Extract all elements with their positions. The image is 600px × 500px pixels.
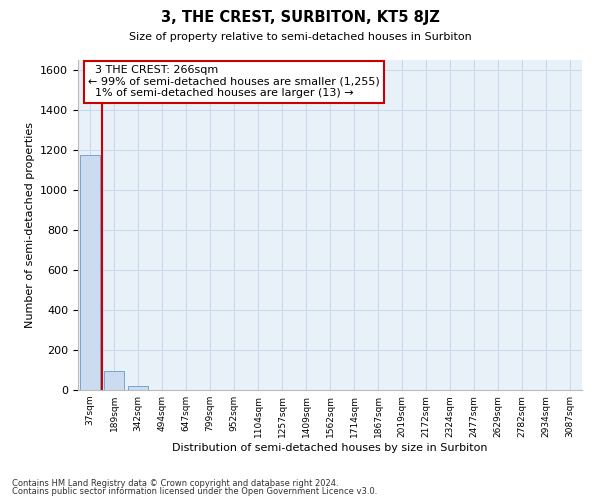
- Text: Size of property relative to semi-detached houses in Surbiton: Size of property relative to semi-detach…: [128, 32, 472, 42]
- Text: 3 THE CREST: 266sqm
← 99% of semi-detached houses are smaller (1,255)
  1% of se: 3 THE CREST: 266sqm ← 99% of semi-detach…: [88, 65, 380, 98]
- Text: Contains HM Land Registry data © Crown copyright and database right 2024.: Contains HM Land Registry data © Crown c…: [12, 478, 338, 488]
- Y-axis label: Number of semi-detached properties: Number of semi-detached properties: [25, 122, 35, 328]
- Text: 3, THE CREST, SURBITON, KT5 8JZ: 3, THE CREST, SURBITON, KT5 8JZ: [161, 10, 439, 25]
- Bar: [128, 386, 148, 390]
- X-axis label: Distribution of semi-detached houses by size in Surbiton: Distribution of semi-detached houses by …: [172, 442, 488, 452]
- Bar: [104, 371, 124, 390]
- Text: Contains public sector information licensed under the Open Government Licence v3: Contains public sector information licen…: [12, 487, 377, 496]
- Bar: [80, 155, 100, 390]
